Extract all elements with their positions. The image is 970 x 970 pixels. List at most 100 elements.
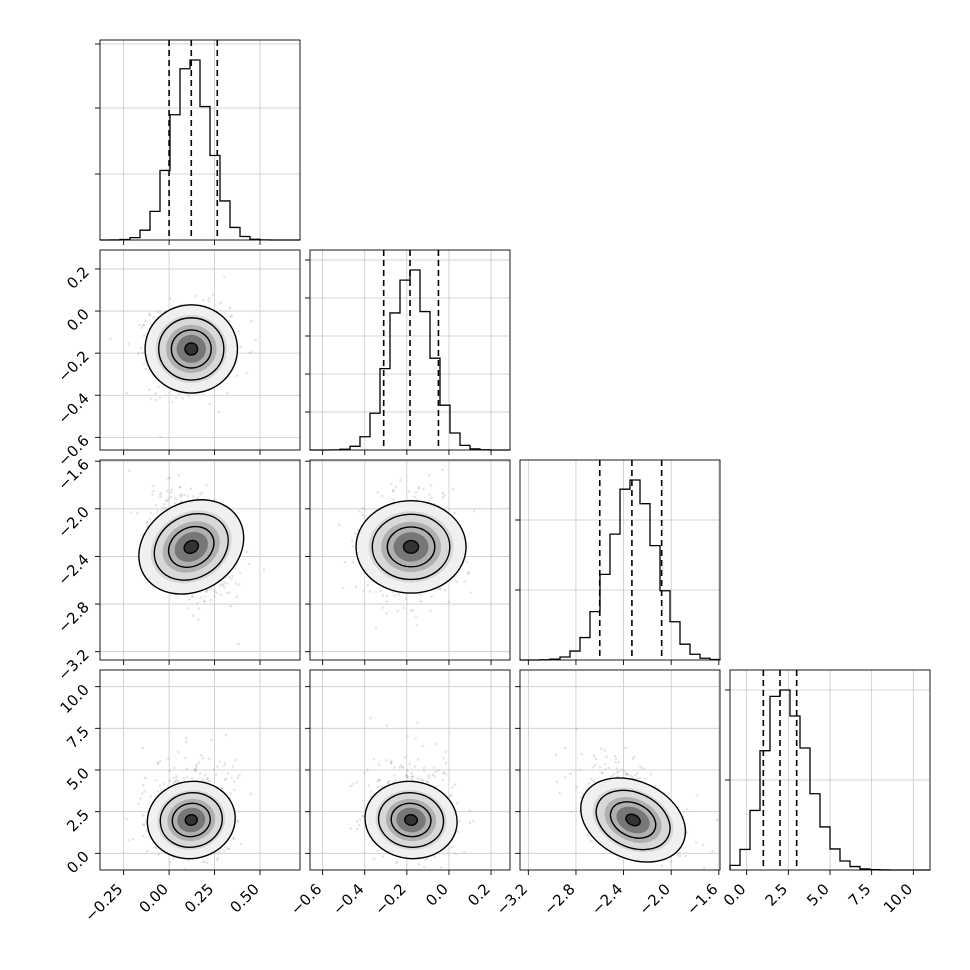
sample-point <box>197 761 201 764</box>
sample-point <box>467 571 471 574</box>
sample-point <box>152 489 155 493</box>
sample-point <box>636 772 639 775</box>
x-tick-label: −0.6 <box>287 880 325 918</box>
sample-point <box>416 777 420 780</box>
panel-frame <box>99 39 301 241</box>
sample-point <box>239 345 242 349</box>
sample-point <box>654 784 657 788</box>
sample-point <box>411 774 415 778</box>
sample-point <box>431 773 435 776</box>
sample-point <box>406 769 409 772</box>
sample-point <box>390 482 393 486</box>
sample-point <box>406 776 409 779</box>
sample-point <box>131 837 134 841</box>
sample-point <box>399 763 403 767</box>
density-contour <box>153 512 229 581</box>
sample-point <box>408 762 412 766</box>
sample-point <box>174 396 178 399</box>
sample-point <box>409 776 413 779</box>
sample-point <box>162 783 166 786</box>
y-tick-label: 7.5 <box>63 722 93 752</box>
sample-point <box>141 783 145 787</box>
sample-point <box>357 823 361 827</box>
sample-point <box>418 593 422 596</box>
sample-point <box>390 759 393 763</box>
sample-point <box>441 491 445 495</box>
sample-point <box>702 866 706 869</box>
sample-point <box>454 852 458 856</box>
sample-point <box>151 492 154 496</box>
sample-point <box>127 342 130 346</box>
sample-point <box>143 776 147 779</box>
sample-point <box>172 856 176 860</box>
sample-point <box>156 310 160 314</box>
sample-point <box>407 490 411 493</box>
sample-point <box>224 733 228 737</box>
sample-point <box>176 779 180 782</box>
sample-point <box>575 727 578 731</box>
sample-point <box>421 779 425 782</box>
sample-point <box>466 572 470 575</box>
corner-plot-root: −0.6−0.4−0.20.00.2−3.2−2.8−2.4−2.0−1.6−0… <box>54 39 931 925</box>
sample-point <box>197 607 201 610</box>
sample-point <box>638 776 641 780</box>
sample-point <box>355 781 359 784</box>
sample-point <box>578 768 582 772</box>
sample-point <box>152 315 155 319</box>
sample-point <box>199 596 203 600</box>
sample-point <box>379 589 383 593</box>
sample-point <box>468 821 472 824</box>
x-tick-label: −0.4 <box>329 880 367 918</box>
sample-point <box>217 410 220 414</box>
sample-point <box>156 510 159 514</box>
sample-point <box>416 758 420 761</box>
sample-point <box>444 750 447 754</box>
sample-point <box>441 495 445 499</box>
sample-point <box>157 385 160 388</box>
sample-point <box>167 477 170 481</box>
sample-point <box>159 759 162 763</box>
sample-point <box>159 495 162 499</box>
sample-point <box>569 772 572 775</box>
sample-point <box>419 600 422 603</box>
sample-point <box>222 849 226 852</box>
sample-point <box>385 612 388 615</box>
sample-point <box>450 793 453 797</box>
sample-point <box>180 499 183 503</box>
density-contour <box>386 526 436 568</box>
sample-point <box>206 777 209 781</box>
sample-point <box>175 776 178 780</box>
sample-point <box>145 829 149 833</box>
sample-point <box>196 496 199 500</box>
sample-point <box>245 550 249 554</box>
sample-point <box>433 855 436 858</box>
x-tick-label: 10.0 <box>880 880 916 916</box>
hist-panel <box>95 39 301 245</box>
sample-point <box>193 768 197 772</box>
sample-point <box>368 589 372 593</box>
sample-point <box>179 486 182 489</box>
sample-point <box>385 724 388 727</box>
sample-point <box>250 319 253 323</box>
sample-point <box>554 753 558 757</box>
sample-point <box>181 397 184 400</box>
sample-point <box>587 781 590 785</box>
sample-point <box>414 490 418 494</box>
sample-point <box>434 770 437 773</box>
density-contour <box>371 513 451 581</box>
density-contour <box>167 525 215 568</box>
sample-point <box>405 775 409 779</box>
sample-point <box>349 784 353 788</box>
sample-point <box>378 763 381 766</box>
sample-point <box>157 852 161 856</box>
sample-point <box>422 766 426 769</box>
y-tick-label: 10.0 <box>56 681 92 717</box>
sample-point <box>238 583 241 586</box>
sample-point <box>221 786 224 789</box>
sample-point <box>192 495 195 498</box>
y-tick-label: 0.2 <box>63 263 93 293</box>
sample-point <box>401 765 405 768</box>
sample-point <box>372 757 376 761</box>
sample-point <box>402 606 405 609</box>
sample-point <box>622 769 626 773</box>
